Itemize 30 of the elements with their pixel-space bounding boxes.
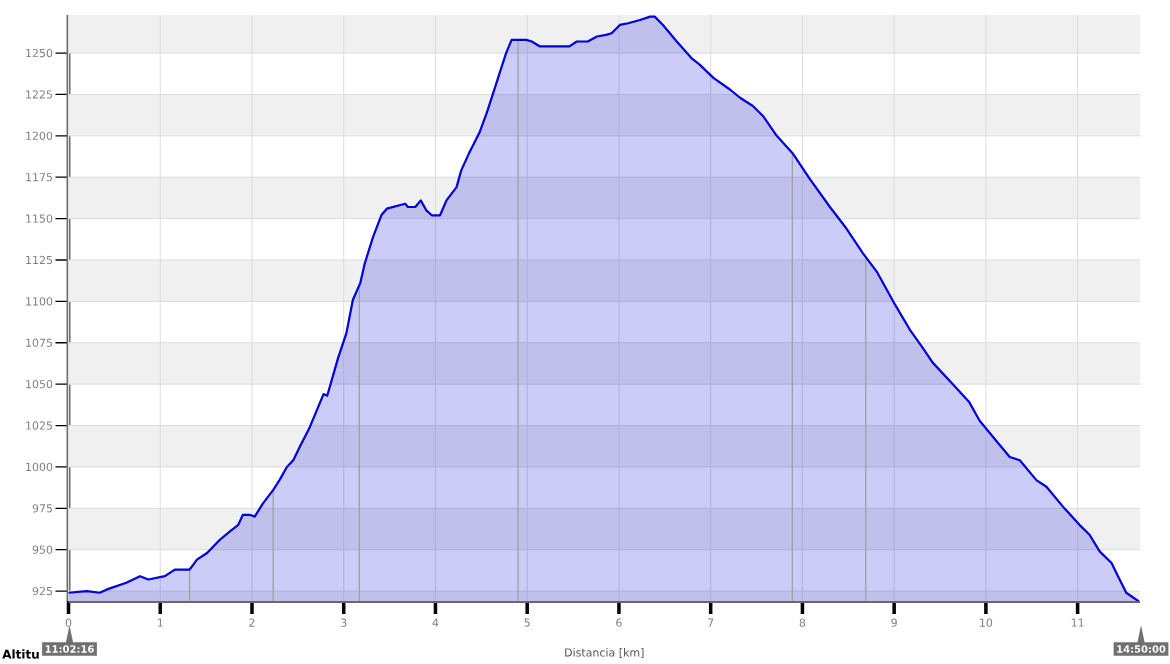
x-tick-label: 9 [891,618,897,627]
y-tick-label: 1175 [26,173,53,182]
x-tick-label: 1 [157,618,163,627]
y-tick-label: 1100 [26,297,53,306]
y-tick-label: 1125 [26,255,53,265]
x-tick-label: 0 [65,618,72,627]
x-tick-label: 3 [341,618,347,627]
y-tick-label: 1000 [26,462,53,472]
x-tick-label: 7 [708,618,714,627]
x-tick-label: 2 [249,618,255,627]
y-axis-title: Altitu [2,649,39,659]
x-tick-label: 6 [616,618,622,627]
x-tick-label: 11 [1071,618,1084,627]
x-tick-label: 8 [799,618,806,627]
text: 11:02:16 [45,645,94,653]
y-tick-label: 1200 [26,131,53,140]
y-tick-label: 1150 [26,214,53,223]
y-tick-label: 1225 [26,90,53,99]
y-tick-label: 925 [32,586,53,596]
x-tick-label: 5 [524,618,530,627]
y-tick-label: 975 [32,504,53,513]
x-tick-label: 4 [432,618,439,627]
y-tick-label: 1025 [26,421,53,430]
x-tick-label: 10 [980,618,993,627]
text: 14:50:00 [1117,645,1166,653]
y-tick-label: 950 [32,545,53,554]
y-tick-label: 1075 [26,338,53,347]
y-tick-label: 1250 [26,48,53,58]
x-axis-title: Distancia [km] [565,648,644,658]
y-tick-label: 1050 [26,379,53,389]
